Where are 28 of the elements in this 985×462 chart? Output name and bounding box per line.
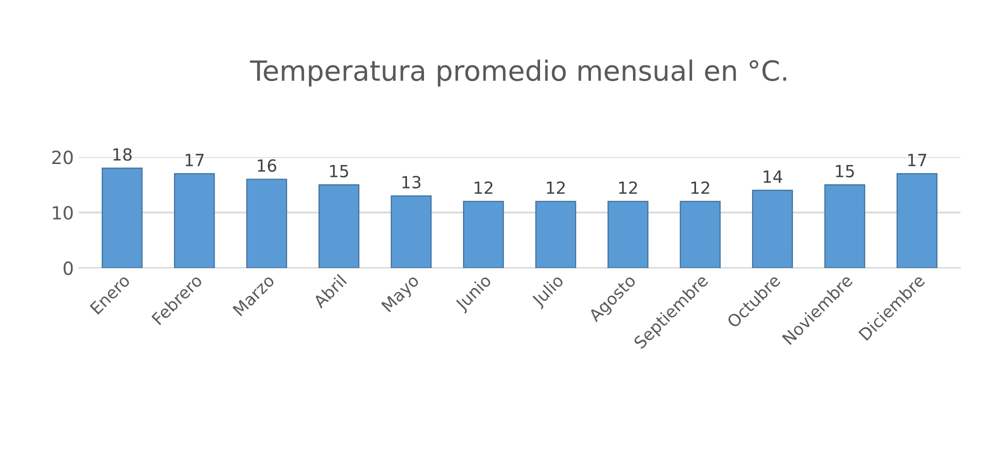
data-label: 12: [691, 181, 710, 194]
data-label: 12: [546, 181, 565, 194]
bar: [608, 200, 648, 268]
data-label: 16: [258, 159, 276, 172]
data-label: 14: [764, 170, 782, 183]
data-label: 13: [402, 176, 420, 188]
bar: [463, 200, 504, 268]
data-label: 12: [619, 181, 637, 194]
bar: [246, 178, 288, 268]
bar: [824, 184, 866, 268]
data-label: 17: [908, 154, 926, 166]
bar: [174, 173, 215, 268]
data-label: 15: [330, 165, 348, 178]
bar: [535, 200, 576, 268]
y-tick-label: 0: [64, 261, 73, 276]
bar: [896, 173, 938, 268]
bar: [102, 168, 143, 268]
bar: [390, 195, 432, 268]
data-label: 12: [474, 181, 492, 194]
bar: [752, 190, 793, 268]
data-label: 15: [836, 165, 854, 178]
data-label: 18: [113, 148, 132, 161]
bar: [680, 200, 721, 268]
chart-title: Temperatura promedio mensual en °C.: [250, 60, 786, 86]
bar: [318, 184, 360, 268]
data-label: 17: [186, 154, 204, 166]
y-tick-label: 20: [52, 150, 73, 164]
y-tick-label: 10: [52, 206, 73, 220]
